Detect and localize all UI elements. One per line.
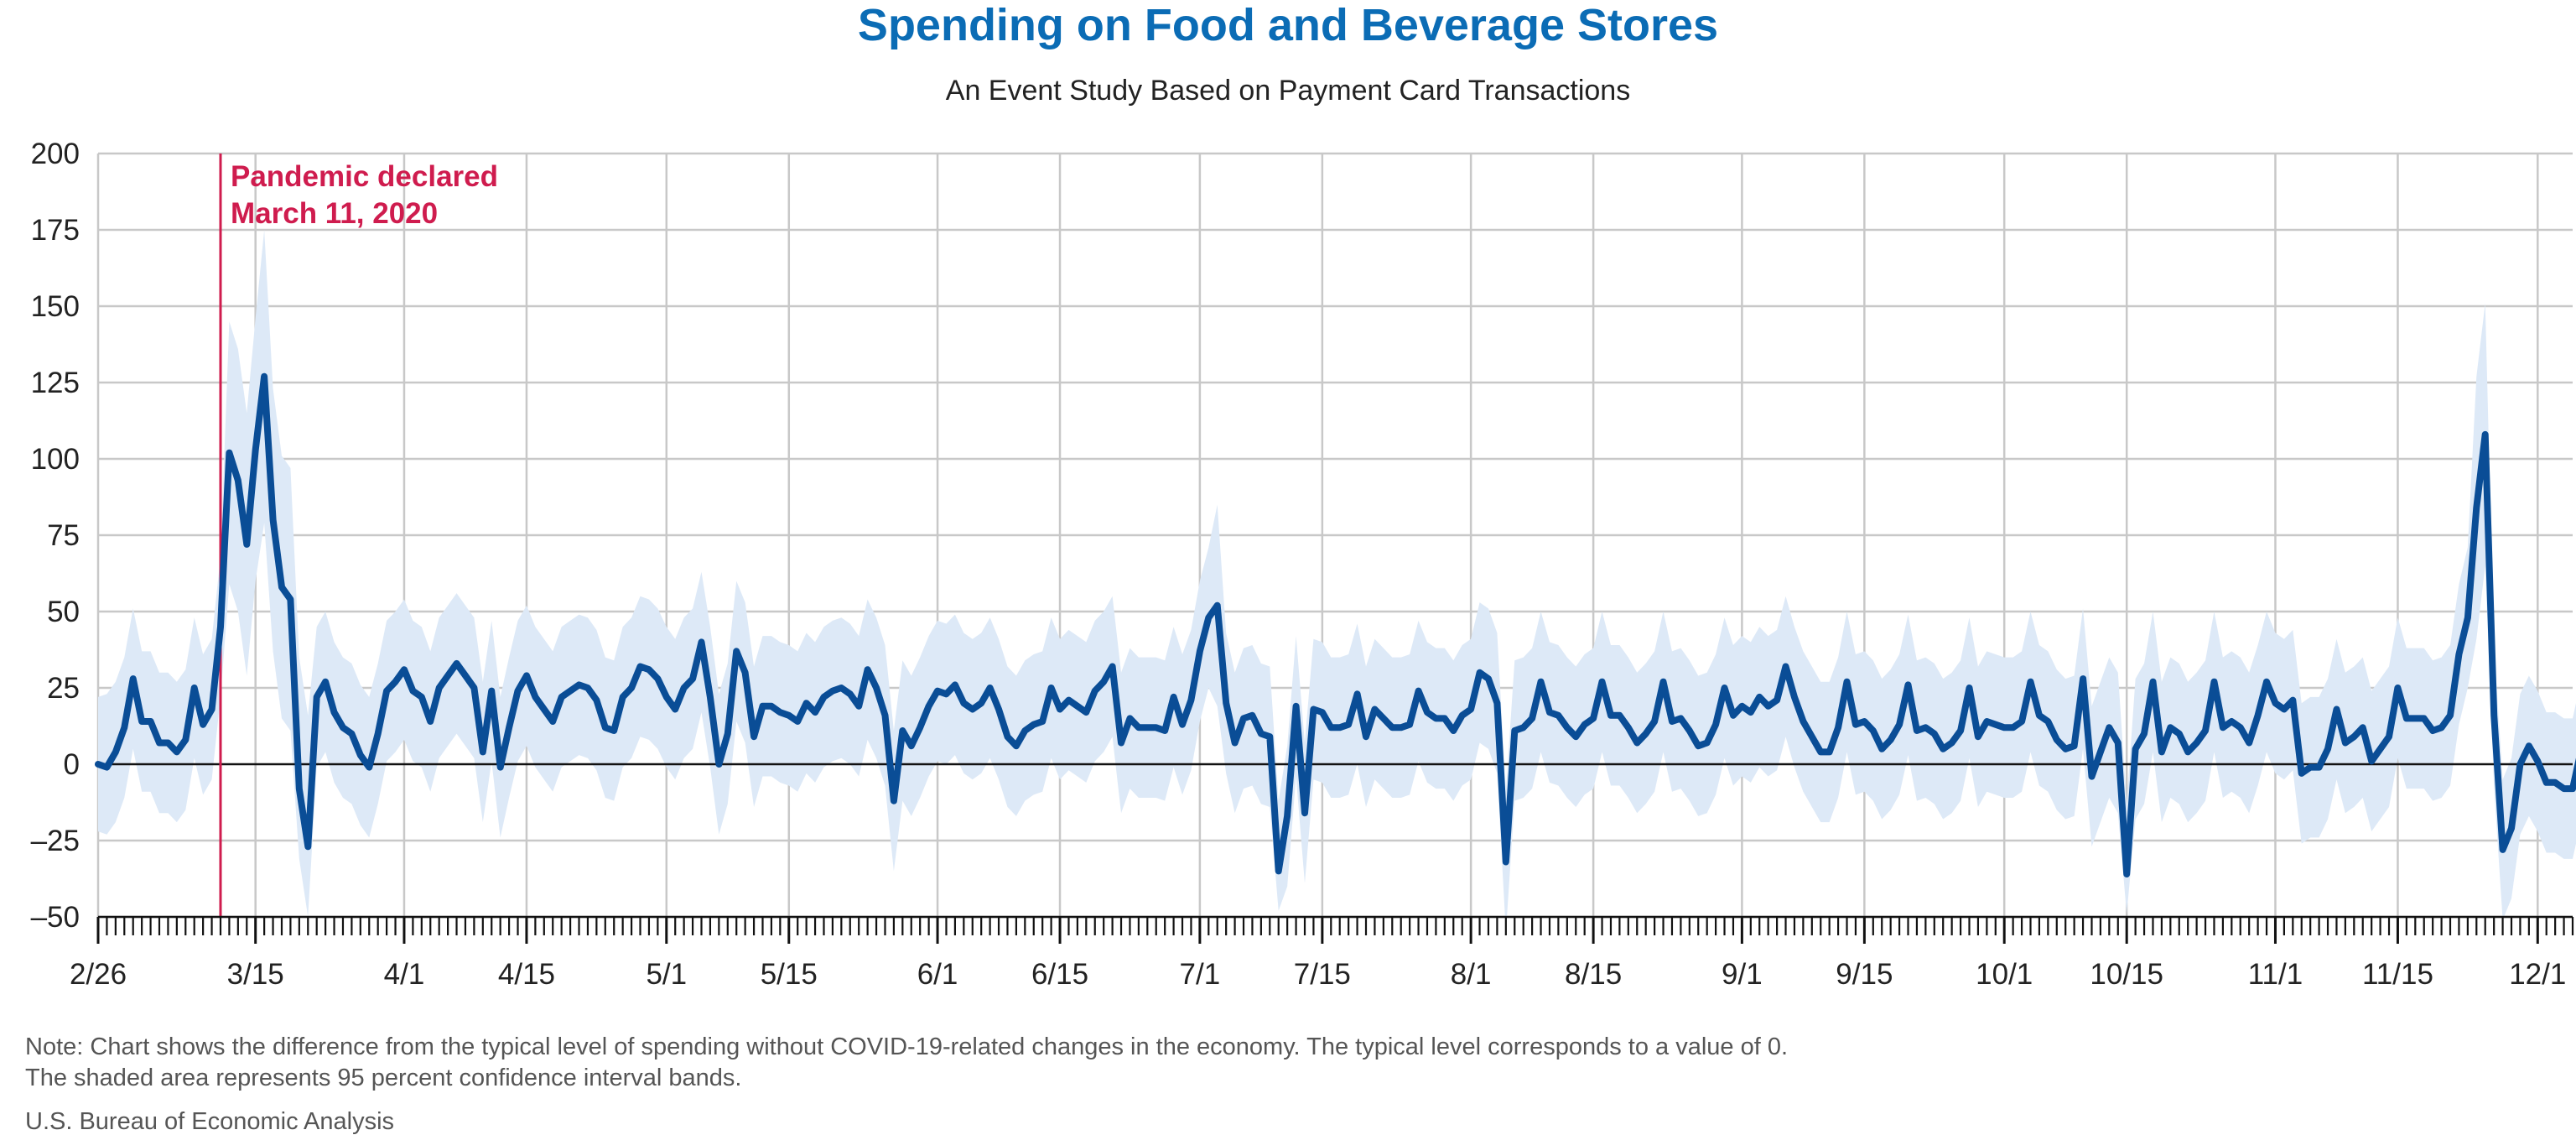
x-tick-label: 8/15 [1565,958,1622,991]
y-tick-label: 200 [31,138,80,170]
event-label-line2: March 11, 2020 [231,197,438,230]
x-tick-label: 4/15 [498,958,555,991]
y-tick-label: 0 [64,748,80,781]
y-tick-label: –50 [31,901,80,934]
spending-series-line [95,372,2576,877]
source-credit: U.S. Bureau of Economic Analysis [25,1108,395,1135]
note-line1: Note: Chart shows the difference from th… [25,1033,1789,1060]
x-tick-label: 10/15 [2090,958,2163,991]
x-tick-label: 8/1 [1451,958,1492,991]
event-label-line1: Pandemic declared [231,160,498,193]
x-tick-label: 3/15 [227,958,284,991]
x-tick-label: 4/1 [384,958,425,991]
y-tick-label: 75 [47,519,80,552]
x-axis: 2/26 3/15 4/1 4/15 5/1 5/15 6/1 6/15 7/1 7/15 8/1 8… [70,915,2574,991]
x-tick-label: 9/15 [1836,958,1893,991]
x-tick-label: 9/1 [1722,958,1763,991]
x-tick-label: 5/15 [761,958,818,991]
x-tick-label: 11/15 [2362,958,2433,991]
x-tick-label: 12/1 [2509,958,2566,991]
x-tick-label: 2/26 [70,958,127,991]
y-tick-label: –25 [31,825,80,857]
x-tick-label: 5/1 [646,958,687,991]
x-tick-label: 6/15 [1031,958,1088,991]
x-tick-label: 6/1 [917,958,958,991]
chart-note: Note: Chart shows the difference from th… [25,1032,1788,1094]
x-tick-label: 7/15 [1294,958,1351,991]
x-tick-label: 10/1 [1976,958,2033,991]
y-tick-label: 175 [31,214,80,247]
y-tick-label: 50 [47,596,80,628]
chart-subtitle: An Event Study Based on Payment Card Tra… [945,75,1631,107]
note-line2: The shaded area represents 95 percent co… [25,1065,742,1091]
confidence-band [98,230,2576,933]
y-tick-label: 125 [31,367,80,399]
x-tick-label: 11/1 [2248,958,2303,991]
chart-title: Spending on Food and Beverage Stores [857,0,1719,50]
y-axis: 200 175 150 125 100 75 50 25 0 –25 –50 [31,138,80,934]
y-tick-label: 100 [31,443,80,476]
y-tick-label: 150 [31,290,80,323]
y-tick-label: 25 [47,672,80,705]
chart-area: Pandemic declared March 11, 2020 200 175 1… [31,138,2576,991]
x-tick-label: 7/1 [1180,958,1221,991]
